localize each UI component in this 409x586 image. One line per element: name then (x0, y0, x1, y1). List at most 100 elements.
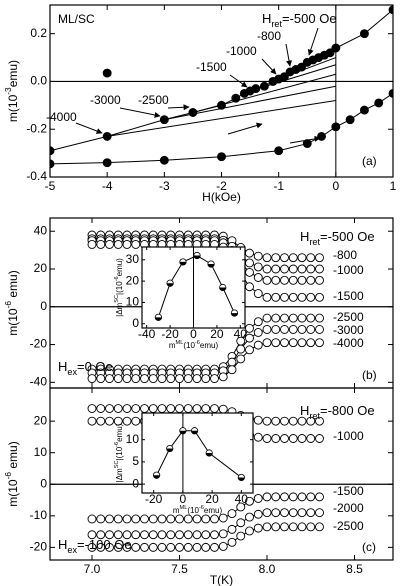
series-line (278, 57, 337, 80)
x-axis-label-part: m (173, 506, 180, 515)
marker (113, 514, 123, 524)
marker (157, 404, 167, 413)
marker (218, 529, 228, 539)
marker (236, 531, 246, 541)
marker (345, 115, 355, 125)
marker (87, 239, 97, 249)
marker (87, 542, 97, 552)
marker (288, 522, 298, 532)
marker (262, 313, 272, 323)
y-axis-label-part: emu) (6, 270, 20, 301)
series-label: -1000 (333, 263, 364, 277)
marker (122, 404, 132, 413)
y-tick-label: -0.2 (26, 121, 47, 135)
series-label: -1000 (333, 429, 364, 443)
marker (306, 338, 316, 348)
series-group (87, 404, 324, 552)
marker (315, 324, 324, 334)
y-tick-label: -0.4 (26, 169, 47, 183)
arrow (167, 104, 190, 111)
marker (280, 264, 289, 274)
y-tick-label: 0.2 (30, 26, 47, 40)
marker (87, 374, 97, 384)
marker (280, 324, 289, 334)
marker (217, 152, 226, 162)
marker (96, 514, 106, 524)
series-line (164, 85, 336, 121)
y-axis-label-part: -3 (3, 87, 13, 95)
inset: 0 5 10 -20 0 20 40 (126, 412, 254, 506)
y-axis-label: m(10-6 emu) (3, 270, 20, 335)
marker (280, 522, 289, 532)
y-axis-label-part: -6 (3, 472, 13, 480)
marker (183, 542, 193, 552)
marker (262, 416, 272, 426)
x-axis-label-part: (10 (187, 506, 199, 515)
marker (271, 492, 281, 502)
marker (245, 496, 254, 506)
marker (315, 508, 324, 518)
marker (192, 530, 202, 540)
marker (105, 404, 114, 413)
marker (262, 508, 272, 518)
plot-frame (141, 412, 254, 494)
marker (253, 328, 263, 337)
annotation: -1000 (226, 44, 257, 58)
marker (306, 275, 316, 285)
marker-half (219, 287, 226, 291)
marker-half (166, 448, 173, 452)
y-tick-label: 30 (126, 252, 140, 266)
marker (288, 264, 298, 274)
arrow (227, 122, 263, 135)
series-label: Hret=-800 Oe (300, 403, 375, 421)
marker (131, 239, 141, 249)
marker (315, 492, 324, 502)
y-tick-label: 0 (132, 316, 139, 330)
marker (271, 522, 281, 532)
marker (245, 333, 254, 343)
x-tick-label: 1 (390, 179, 397, 193)
marker (227, 365, 237, 375)
marker (280, 492, 289, 502)
marker (280, 313, 289, 323)
marker (210, 514, 219, 524)
series-label: -3000 (333, 323, 364, 337)
marker (153, 471, 161, 479)
marker (288, 313, 298, 323)
arrow (119, 107, 161, 118)
marker (388, 88, 393, 98)
marker (306, 508, 316, 518)
y-axis-label-part: |(10 (115, 446, 124, 460)
marker (315, 338, 324, 348)
y-axis-label-part: SC (114, 295, 120, 303)
annotation-part: H (262, 11, 271, 26)
marker (122, 239, 132, 249)
marker (253, 494, 263, 503)
marker (245, 345, 254, 355)
marker (288, 338, 298, 348)
marker (253, 273, 263, 282)
annotation: -4000 (46, 110, 77, 124)
x-tick-label: 40 (234, 327, 248, 341)
marker (280, 292, 289, 302)
series-label-part: -3000 (333, 323, 364, 337)
series-line (107, 100, 336, 137)
marker (148, 374, 158, 384)
annotation: Hex=0 Oe (58, 359, 113, 377)
y-tick-label: 40 (34, 223, 48, 237)
arrow (285, 43, 292, 67)
marker (210, 530, 219, 540)
marker (359, 105, 369, 115)
marker (105, 514, 114, 524)
series-line (192, 73, 336, 113)
marker (253, 317, 263, 327)
x-tick-label: 0 (332, 179, 339, 193)
annotation-part: ex (67, 545, 77, 555)
marker (253, 289, 263, 299)
marker (253, 509, 263, 519)
series-label-part: ret (309, 411, 320, 421)
marker (315, 434, 324, 443)
marker (148, 542, 158, 552)
series-label: -1500 (333, 484, 364, 498)
plot-frame (49, 387, 394, 561)
